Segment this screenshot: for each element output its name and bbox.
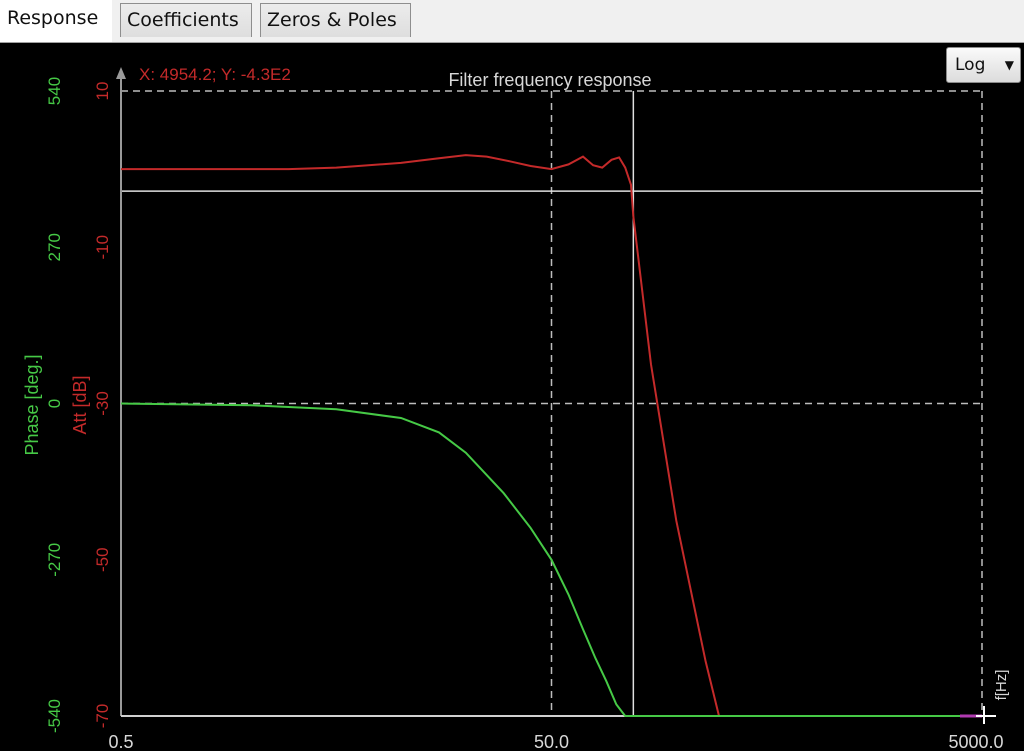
series-phase [120, 402, 982, 717]
series-attenuation [121, 154, 982, 717]
tab-bar: Response Coefficients Zeros & Poles [0, 0, 1024, 43]
phase-tick-label: -540 [45, 699, 64, 733]
x-axis-label: f[Hz] [993, 670, 1010, 701]
axes: Filter frequency response X: 4954.2; Y: … [22, 65, 1010, 751]
phase-axis-label: Phase [deg.] [22, 354, 42, 455]
scale-dropdown[interactable]: Log ▼ [946, 47, 1021, 83]
axis-cursor-icon [976, 706, 996, 724]
dropdown-arrow-icon: ▼ [1004, 58, 1014, 72]
plot-frame [116, 67, 983, 717]
att-tick-label: 10 [93, 82, 112, 101]
att-tick-label: -30 [93, 391, 112, 416]
phase-tick-label: 540 [45, 77, 64, 105]
tab-zeros-poles[interactable]: Zeros & Poles [260, 3, 411, 37]
x-tick-label: 0.5 [108, 732, 133, 751]
phase-tick-label: 270 [45, 233, 64, 261]
phase-tick-label: 0 [45, 399, 64, 408]
scale-dropdown-label: Log [955, 55, 986, 75]
x-tick-label: 5000.0 [948, 732, 1003, 751]
att-tick-label: -50 [93, 547, 112, 572]
att-tick-label: -10 [93, 235, 112, 260]
att-axis-label: Att [dB] [70, 375, 90, 434]
tab-coefficients[interactable]: Coefficients [120, 3, 252, 37]
chart-title: Filter frequency response [448, 70, 651, 90]
grid [121, 91, 982, 716]
frequency-response-chart[interactable]: Filter frequency response X: 4954.2; Y: … [0, 42, 1024, 751]
phase-tick-label: -270 [45, 543, 64, 577]
x-tick-label: 50.0 [534, 732, 569, 751]
y-axis-arrow-icon [116, 67, 126, 79]
att-tick-label: -70 [93, 704, 112, 729]
tab-response[interactable]: Response [0, 0, 112, 42]
cursor-readout: X: 4954.2; Y: -4.3E2 [139, 65, 291, 84]
